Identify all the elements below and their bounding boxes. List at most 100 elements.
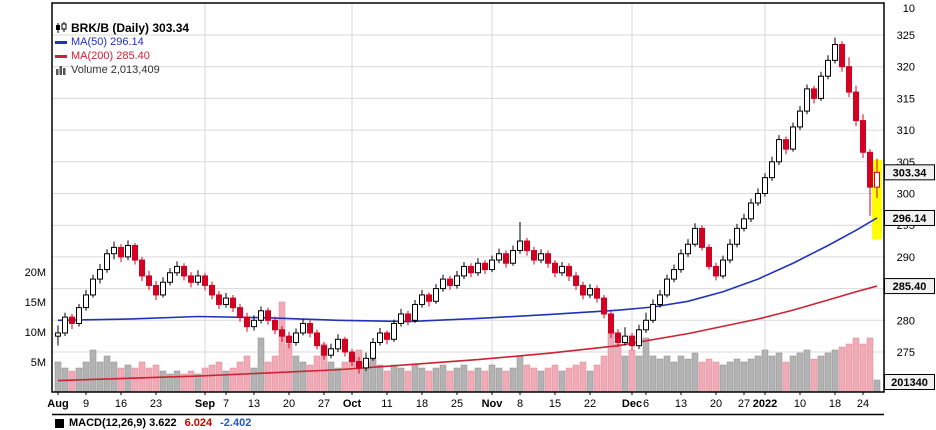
candle-body — [468, 265, 474, 274]
candle-body — [566, 265, 572, 277]
candle-body — [692, 227, 698, 245]
date-label: Nov — [482, 398, 504, 410]
candle-body — [643, 319, 649, 331]
price-box-label: 296.14 — [893, 213, 928, 225]
volume-bar — [369, 358, 377, 393]
volume-bar — [397, 367, 405, 393]
candle-body — [720, 259, 726, 277]
candle-body — [685, 243, 691, 255]
price-box — [884, 278, 935, 295]
volume-bar — [488, 364, 496, 393]
volume-bar — [600, 355, 608, 393]
macd-signal-value: 6.024 — [184, 417, 213, 429]
candle-body — [461, 265, 467, 277]
candle-body — [349, 351, 355, 363]
candle-body — [433, 288, 439, 302]
volume-bar — [376, 364, 384, 393]
candle-body — [475, 262, 481, 274]
volume-bar — [264, 361, 272, 393]
candle-body — [482, 262, 488, 271]
candle-body — [657, 294, 663, 305]
volume-bar — [558, 370, 566, 393]
candle-body — [559, 265, 565, 274]
candle-body — [860, 120, 866, 153]
volume-bar — [89, 349, 97, 393]
volume-bar — [593, 364, 601, 393]
candle-body — [412, 303, 418, 321]
candle-body — [90, 278, 96, 296]
volume-bar — [852, 337, 860, 393]
candle-body — [307, 322, 313, 334]
price-tick-label: 300 — [897, 189, 915, 201]
volume-bar — [873, 379, 881, 393]
volume-bar — [117, 367, 125, 393]
macd-histogram-value: -2.402 — [220, 417, 252, 429]
volume-bar — [677, 355, 685, 393]
volume-bar — [446, 370, 454, 393]
macd-square-icon — [55, 418, 64, 428]
candle-body — [419, 294, 425, 305]
candle-body — [825, 59, 831, 77]
candle-body — [384, 332, 390, 340]
candle-body — [174, 265, 180, 274]
price-tick-label: 290 — [897, 252, 915, 264]
candle-body — [587, 288, 593, 296]
candle-body — [118, 246, 124, 258]
candle-body — [97, 269, 103, 280]
candle-body — [447, 278, 453, 286]
candle-body — [195, 275, 201, 283]
volume-bar — [656, 358, 664, 393]
candle-body — [769, 161, 775, 179]
candle-body — [314, 332, 320, 347]
volume-bar — [390, 364, 398, 393]
volume-bar — [229, 367, 237, 393]
candle-body — [664, 278, 670, 296]
candle-body — [83, 294, 89, 309]
date-label: 6 — [643, 398, 649, 410]
candle-body — [608, 313, 614, 334]
candle-body — [853, 91, 859, 122]
candle-body — [251, 319, 257, 328]
volume-bar — [565, 367, 573, 393]
candle-body — [293, 332, 299, 343]
candlestick-icon — [55, 22, 67, 34]
volume-bar — [551, 364, 559, 393]
candle-body — [139, 259, 145, 277]
ma200-label: MA(200) 285.40 — [71, 50, 150, 62]
volume-tick-label: 20M — [25, 267, 46, 279]
date-label: 20 — [283, 398, 295, 410]
volume-bar — [82, 361, 90, 393]
volume-bar — [796, 352, 804, 393]
volume-bar — [152, 364, 160, 393]
price-tick-label: 315 — [897, 93, 915, 105]
date-label: 13 — [675, 398, 687, 410]
candle-body — [160, 281, 166, 296]
candle-body — [328, 348, 334, 356]
date-label: 16 — [115, 398, 127, 410]
volume-bars-icon — [55, 65, 67, 75]
candle-body — [755, 193, 761, 204]
candle-body — [69, 316, 75, 324]
plot-border — [51, 2, 885, 393]
candle-body — [545, 253, 551, 264]
candle-body — [524, 240, 530, 252]
date-label: Sep — [195, 398, 215, 410]
volume-bar — [502, 370, 510, 393]
candle-body — [125, 244, 131, 258]
candle-body — [846, 66, 852, 93]
price-tick-label-top: 10 — [903, 3, 915, 15]
volume-bar — [614, 343, 622, 393]
candle-body — [321, 345, 327, 356]
date-label: 20 — [710, 398, 722, 410]
candle-body — [398, 313, 404, 324]
candle-body — [265, 310, 271, 321]
volume-bar — [138, 361, 146, 393]
volume-bar — [726, 361, 734, 393]
date-label: 24 — [857, 398, 869, 410]
candle-body — [818, 75, 824, 99]
volume-bar — [327, 361, 335, 393]
macd-label: MACD(12,26,9) 3.622 — [69, 417, 177, 429]
volume-bar — [299, 361, 307, 393]
volume-bar — [866, 337, 874, 393]
